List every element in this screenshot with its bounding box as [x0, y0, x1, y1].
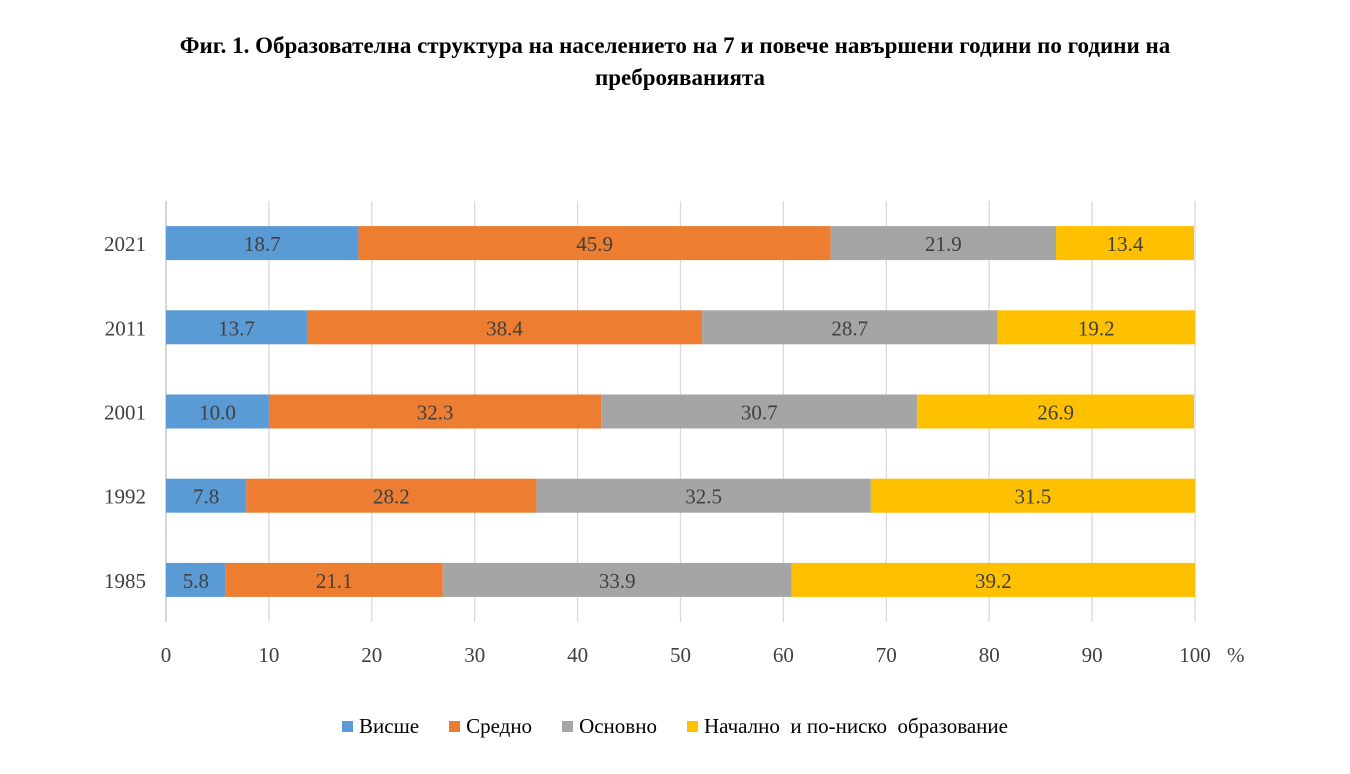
data-label: 13.4: [1107, 232, 1144, 256]
data-label: 32.3: [417, 401, 454, 425]
x-tick-label: 20: [361, 643, 382, 667]
data-label: 13.7: [218, 316, 255, 340]
bar-segment: [166, 310, 307, 345]
data-label: 39.2: [975, 569, 1012, 593]
data-label: 32.5: [685, 485, 722, 509]
chart-title-line2: преброяванията: [595, 65, 765, 90]
bar-segment: [442, 562, 792, 597]
data-label: 26.9: [1037, 401, 1074, 425]
legend-swatch: [562, 720, 574, 732]
data-label: 18.7: [244, 232, 281, 256]
data-label: 19.2: [1078, 316, 1115, 340]
x-tick-label: 40: [567, 643, 588, 667]
data-label: 45.9: [576, 232, 613, 256]
legend-label: Основно: [579, 714, 657, 738]
bar-segment: [830, 226, 1057, 261]
x-tick-label: 10: [258, 643, 279, 667]
bar-segment: [536, 478, 871, 513]
bar-segment: [870, 478, 1195, 513]
x-tick-label: 70: [876, 643, 897, 667]
legend-label: Висше: [359, 714, 420, 738]
chart-title-line1: Фиг. 1. Образователна структура на насел…: [179, 33, 1171, 58]
bar-segment: [601, 394, 918, 429]
legend-item: Начално и по-ниско образование: [686, 713, 1008, 739]
legend-item: Основно: [562, 713, 657, 739]
data-label: 7.8: [193, 485, 219, 509]
x-tick-label: 50: [670, 643, 691, 667]
category-label: 2021: [104, 232, 146, 256]
bar-segment: [358, 226, 831, 261]
x-unit-label: %: [1227, 643, 1245, 667]
data-label: 31.5: [1015, 485, 1052, 509]
data-label: 30.7: [741, 401, 778, 425]
data-label: 21.9: [925, 232, 962, 256]
bar-segment: [166, 226, 359, 261]
data-label: 38.4: [486, 316, 523, 340]
chart-legend: Висше Средно Основно Начално и по-ниско обр…: [0, 713, 1350, 739]
legend-label: Начално и по-ниско образование: [703, 714, 1008, 738]
bar-segment: [246, 478, 537, 513]
x-tick-label: 60: [773, 643, 794, 667]
category-label: 2001: [104, 401, 146, 425]
legend-item: Средно: [449, 713, 532, 739]
bar-segment: [166, 478, 247, 513]
legend-item: Висше: [342, 713, 419, 739]
data-label: 33.9: [599, 569, 636, 593]
data-label: 5.8: [183, 569, 209, 593]
x-tick-label: 0: [161, 643, 172, 667]
x-tick-label: 80: [979, 643, 1000, 667]
chart-title: Фиг. 1. Образователна структура на насел…: [0, 30, 1350, 94]
legend-swatch: [342, 720, 354, 732]
x-tick-label: 30: [464, 643, 485, 667]
bar-segment: [306, 310, 703, 345]
data-label: 28.2: [373, 485, 410, 509]
legend-swatch: [686, 720, 698, 732]
bar-segment: [997, 310, 1195, 345]
bar-segment: [1056, 226, 1194, 261]
x-tick-label: 100: [1179, 643, 1211, 667]
category-label: 1992: [104, 485, 146, 509]
bar-segment: [166, 394, 269, 429]
data-label: 10.0: [199, 401, 236, 425]
legend-label: Средно: [466, 714, 533, 738]
category-label: 1985: [104, 569, 146, 593]
bar-segment: [702, 310, 998, 345]
bar-segment: [917, 394, 1194, 429]
x-tick-label: 90: [1082, 643, 1103, 667]
legend-swatch: [449, 720, 461, 732]
data-label: 21.1: [316, 569, 353, 593]
bar-segment: [791, 562, 1195, 597]
bar-segment: [268, 394, 602, 429]
data-label: 28.7: [831, 316, 868, 340]
bar-segment: [225, 562, 443, 597]
category-label: 2011: [105, 316, 146, 340]
bar-segment: [166, 562, 226, 597]
